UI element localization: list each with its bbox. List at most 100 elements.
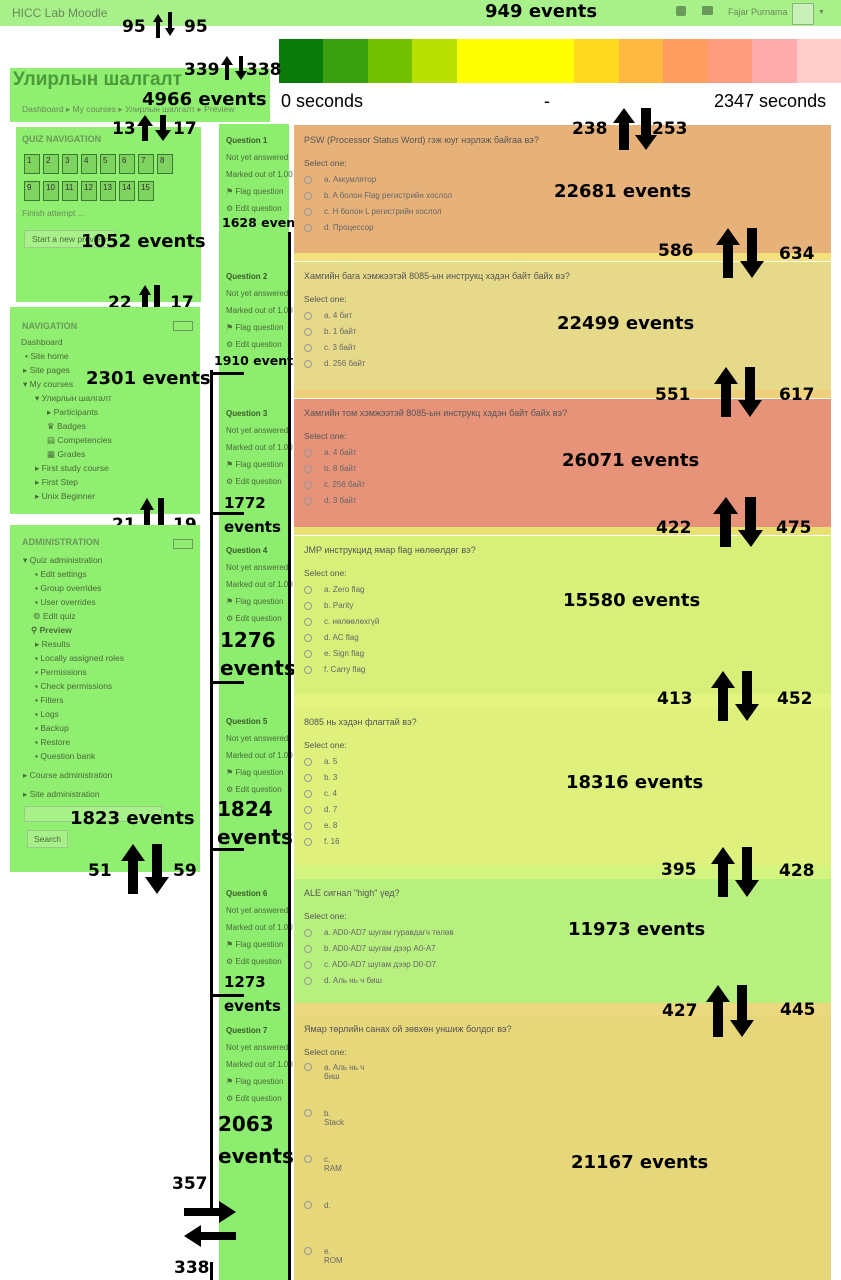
answer-option[interactable]: e. ROM [304,1247,831,1265]
nav-item-first-step[interactable]: ▸ First Step [35,477,79,487]
quiz-nav-button[interactable]: 13 [100,181,116,201]
breadcrumb-dashboard[interactable]: Dashboard [22,104,64,114]
flag-question-link[interactable]: ⚑ Flag question [226,940,284,949]
radio-icon[interactable] [304,928,312,937]
answer-option[interactable]: d. Аль нь ч биш [304,976,831,985]
block-controls-icon[interactable] [173,321,193,331]
radio-icon[interactable] [304,976,312,985]
answer-option[interactable]: b. 8 байт [304,464,831,473]
answer-option[interactable]: a. 5 [304,757,831,766]
flag-question-link[interactable]: ⚑ Flag question [226,460,284,469]
radio-icon[interactable] [304,821,312,830]
bell-icon[interactable] [676,6,686,16]
search-button[interactable]: Search [27,830,68,848]
radio-icon[interactable] [304,1155,312,1163]
site-name[interactable]: HICC Lab Moodle [12,6,108,20]
answer-option[interactable]: b. A болон Flag регистрийн хослол [304,191,831,200]
nav-item-participants[interactable]: ▸ Participants [47,407,99,417]
nav-item-site-home[interactable]: ▪ Site home [25,351,69,361]
nav-item-competencies[interactable]: ▤ Competencies [47,435,112,445]
radio-icon[interactable] [304,665,312,674]
answer-option[interactable]: d. [304,1201,831,1241]
block-controls-icon[interactable] [173,539,193,549]
answer-option[interactable]: b. AD0-AD7 шугам дээр A0-A7 [304,944,831,953]
radio-icon[interactable] [304,789,312,798]
radio-icon[interactable] [304,1063,312,1071]
answer-option[interactable]: a. 4 бит [304,311,831,320]
answer-option[interactable]: b. Parity [304,601,831,610]
quiz-nav-button[interactable]: 15 [138,181,154,201]
quiz-nav-button[interactable]: 1 [24,154,40,174]
admin-item[interactable]: ▪ Question bank [35,751,96,761]
admin-item[interactable]: ▪ Permissions [35,667,87,677]
answer-option[interactable]: b. 3 [304,773,831,782]
admin-item[interactable]: ▸ Results [35,639,70,649]
quiz-nav-button[interactable]: 8 [157,154,173,174]
quiz-nav-button[interactable]: 5 [100,154,116,174]
quiz-nav-button[interactable]: 12 [81,181,97,201]
breadcrumb-course[interactable]: Улирлын шалгалт [125,104,196,114]
answer-option[interactable]: c. 3 байт [304,343,831,352]
admin-item-preview[interactable]: ⚲ Preview [31,625,72,635]
answer-option[interactable]: e. 8 [304,821,831,830]
admin-item[interactable]: ▪ Logs [35,709,59,719]
answer-option[interactable]: d. AC flag [304,633,831,642]
admin-item[interactable]: ▪ User overrides [35,597,96,607]
radio-icon[interactable] [304,633,312,642]
admin-item[interactable]: ▪ Check permissions [35,681,113,691]
quiz-nav-button[interactable]: 14 [119,181,135,201]
answer-option[interactable]: a. AD0-AD7 шугам гуравдагч төлөв [304,928,831,937]
nav-item-badges[interactable]: ♛ Badges [47,421,86,431]
chevron-down-icon[interactable]: ▼ [818,9,825,16]
radio-icon[interactable] [304,1109,312,1117]
admin-search-input[interactable] [24,806,162,822]
radio-icon[interactable] [304,327,312,336]
answer-option[interactable]: a. Zero flag [304,585,831,594]
answer-option[interactable]: c. AD0-AD7 шугам дээр D0-D7 [304,960,831,969]
answer-option[interactable]: c. нөлөөлөхгүй [304,617,831,626]
flag-question-link[interactable]: ⚑ Flag question [226,597,284,606]
radio-icon[interactable] [304,805,312,814]
answer-option[interactable]: d. Процессор [304,223,831,232]
answer-option[interactable]: a. 4 байт [304,448,831,457]
quiz-nav-button[interactable]: 10 [43,181,59,201]
nav-item-dashboard[interactable]: Dashboard [21,337,63,347]
quiz-nav-button[interactable]: 11 [62,181,78,201]
radio-icon[interactable] [304,960,312,969]
radio-icon[interactable] [304,359,312,368]
admin-item[interactable]: ▪ Backup [35,723,69,733]
breadcrumb-preview[interactable]: Preview [204,104,235,114]
radio-icon[interactable] [304,207,312,216]
nav-item-grades[interactable]: ▦ Grades [47,449,86,459]
admin-item[interactable]: ▸ Course administration [23,770,113,780]
radio-icon[interactable] [304,191,312,200]
edit-question-link[interactable]: ⚙ Edit question [226,1094,282,1103]
nav-item-unix-beginner[interactable]: ▸ Unix Beginner [35,491,96,501]
edit-question-link[interactable]: ⚙ Edit question [226,614,282,623]
answer-option[interactable]: d. 7 [304,805,831,814]
radio-icon[interactable] [304,757,312,766]
admin-item[interactable]: ▸ Site administration [23,789,100,799]
radio-icon[interactable] [304,773,312,782]
flag-question-link[interactable]: ⚑ Flag question [226,323,284,332]
radio-icon[interactable] [304,480,312,489]
radio-icon[interactable] [304,601,312,610]
message-icon[interactable] [702,6,713,15]
radio-icon[interactable] [304,649,312,658]
radio-icon[interactable] [304,343,312,352]
answer-option[interactable]: f. Carry flag [304,665,831,674]
quiz-nav-button[interactable]: 7 [138,154,154,174]
radio-icon[interactable] [304,464,312,473]
quiz-nav-button[interactable]: 2 [43,154,59,174]
quiz-nav-button[interactable]: 6 [119,154,135,174]
answer-option[interactable]: a. Аль нь ч биш [304,1063,831,1103]
edit-question-link[interactable]: ⚙ Edit question [226,785,282,794]
radio-icon[interactable] [304,617,312,626]
nav-item-first-study-course[interactable]: ▸ First study course [35,463,109,473]
admin-item[interactable]: ▪ Locally assigned roles [35,653,125,663]
radio-icon[interactable] [304,496,312,505]
nav-item-site-pages[interactable]: ▸ Site pages [23,365,70,375]
radio-icon[interactable] [304,223,312,232]
admin-item[interactable]: ⚙ Edit quiz [33,611,76,621]
radio-icon[interactable] [304,944,312,953]
